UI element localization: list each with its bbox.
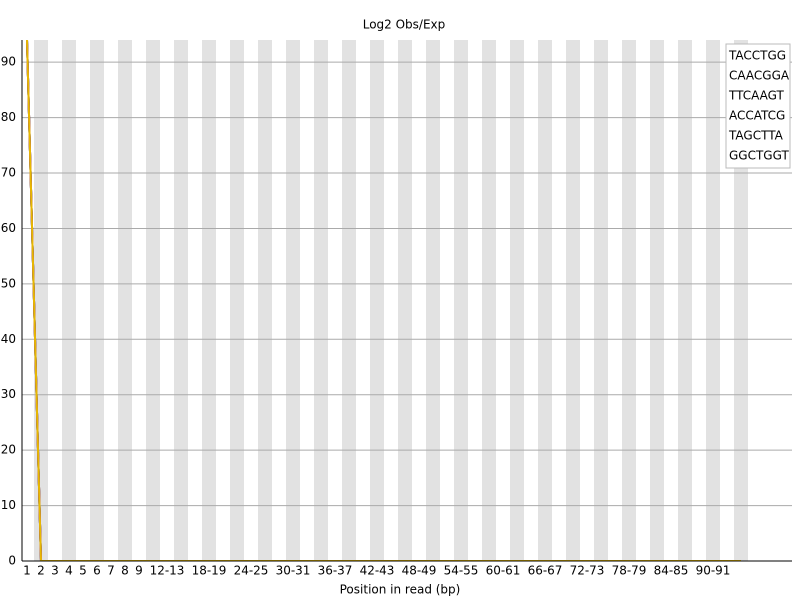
x-tick-label: 30-31	[276, 564, 311, 578]
stripe	[510, 40, 524, 561]
x-tick-label: 9	[135, 564, 143, 578]
legend-label: TTCAAGT	[728, 89, 785, 103]
stripe	[622, 40, 636, 561]
stripe	[482, 40, 496, 561]
stripe	[62, 40, 76, 561]
stripe	[34, 40, 48, 561]
y-tick-label: 20	[1, 443, 16, 457]
x-tick-label: 24-25	[234, 564, 269, 578]
stripe	[286, 40, 300, 561]
legend-label: GGCTGGT	[729, 149, 789, 163]
x-tick-label: 5	[79, 564, 87, 578]
legend-label: TAGCTTA	[728, 129, 784, 143]
legend-box	[725, 43, 791, 169]
x-axis-label: Position in read (bp)	[340, 583, 461, 597]
x-tick-label: 60-61	[486, 564, 521, 578]
stripe	[594, 40, 608, 561]
stripe	[202, 40, 216, 561]
stripe	[426, 40, 440, 561]
y-tick-label: 60	[1, 221, 16, 235]
stripe	[566, 40, 580, 561]
stripe	[650, 40, 664, 561]
x-tick-label: 66-67	[528, 564, 563, 578]
x-tick-label: 1	[23, 564, 31, 578]
legend-label: CAACGGA	[729, 69, 790, 83]
stripe	[538, 40, 552, 561]
x-tick-label: 42-43	[360, 564, 395, 578]
x-tick-label: 12-13	[150, 564, 185, 578]
x-tick-label: 4	[65, 564, 73, 578]
stripe	[314, 40, 328, 561]
stripe	[118, 40, 132, 561]
x-tick-label: 18-19	[192, 564, 227, 578]
y-tick-label: 70	[1, 166, 16, 180]
y-tick-label: 10	[1, 498, 16, 512]
y-tick-label: 90	[1, 55, 16, 69]
chart-title: Log2 Obs/Exp	[363, 18, 446, 32]
stripe	[734, 40, 748, 561]
stripe	[706, 40, 720, 561]
legend-label: ACCATCG	[729, 109, 785, 123]
x-tick-label: 2	[37, 564, 45, 578]
x-tick-label: 72-73	[570, 564, 605, 578]
x-tick-label: 90-91	[696, 564, 731, 578]
x-tick-label: 7	[107, 564, 115, 578]
x-tick-label: 36-37	[318, 564, 353, 578]
stripe	[230, 40, 244, 561]
stripe	[90, 40, 104, 561]
stripe	[398, 40, 412, 561]
x-tick-label: 84-85	[654, 564, 689, 578]
legend-label: TACCTGG	[728, 49, 786, 63]
y-tick-label: 40	[1, 332, 16, 346]
x-tick-label: 54-55	[444, 564, 479, 578]
x-tick-label: 6	[93, 564, 101, 578]
y-tick-label: 50	[1, 276, 16, 290]
stripe	[342, 40, 356, 561]
stripe	[146, 40, 160, 561]
x-tick-label: 3	[51, 564, 59, 578]
y-tick-label: 0	[8, 554, 16, 568]
stripe	[174, 40, 188, 561]
stripe	[678, 40, 692, 561]
x-tick-label: 48-49	[402, 564, 437, 578]
x-tick-label: 78-79	[612, 564, 647, 578]
stripe	[258, 40, 272, 561]
stripe	[454, 40, 468, 561]
stripe	[370, 40, 384, 561]
y-tick-label: 30	[1, 387, 16, 401]
x-tick-label: 8	[121, 564, 129, 578]
y-tick-label: 80	[1, 110, 16, 124]
